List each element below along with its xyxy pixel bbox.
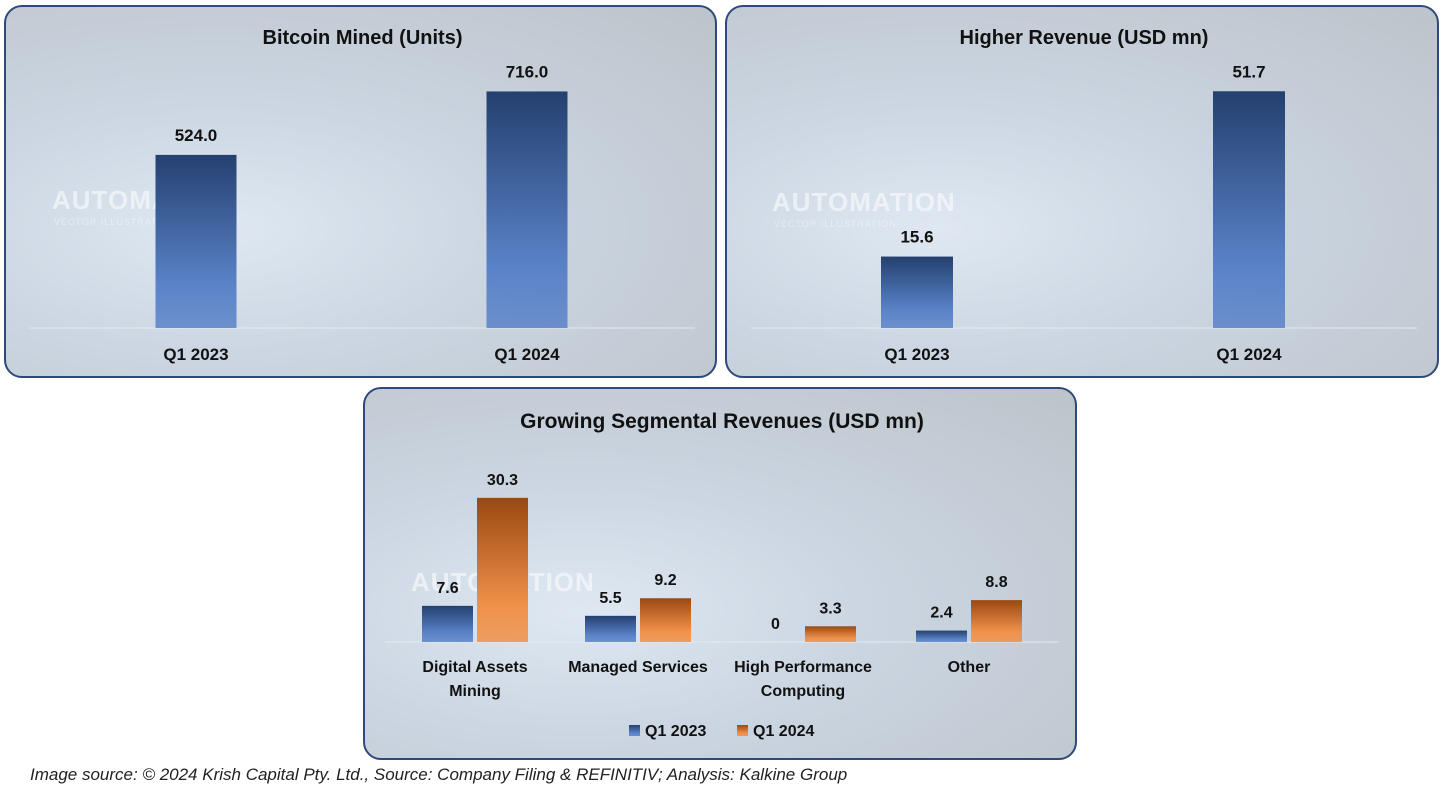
data-label: 15.6 [900,228,933,247]
data-label: 51.7 [1232,62,1265,81]
chart-panel-bitcoin-mined: AUTOMATION VECTOR ILLUSTRATION Bitcoin M… [4,5,717,378]
legend-swatch-q1-2024 [737,725,748,736]
x-tick-label: Other [948,659,991,676]
bar-q1-2024 [805,626,856,642]
data-label: 5.5 [599,590,621,607]
chart-title: Growing Segmental Revenues (USD mn) [520,410,924,433]
chart-higher-revenue: Higher Revenue (USD mn) 15.6 Q1 2023 51.7 Q1… [751,27,1417,364]
bar-q1-2023 [155,154,237,328]
bar-q1-2023 [916,630,967,642]
chart-title: Higher Revenue (USD mn) [960,27,1209,49]
bar-q1-2023 [422,605,473,642]
bar-q1-2024 [486,91,568,328]
legend-label: Q1 2024 [753,723,814,740]
bar-q1-2024 [1213,91,1285,328]
bar-q1-2023 [881,256,953,328]
chart-segmental-revenues: Growing Segmental Revenues (USD mn) 7.6 5.… [385,410,1059,740]
x-tick-label: Managed Services [568,659,708,676]
data-label: 9.2 [654,572,676,589]
data-label: 3.3 [819,600,841,617]
watermark-subtitle: VECTOR ILLUSTRATION [54,217,177,227]
chart-bitcoin-mined: Bitcoin Mined (Units) 524.0 Q1 2023 716.0 Q1… [30,27,695,364]
data-label: 716.0 [506,62,549,81]
x-tick-label: Q1 2023 [884,345,949,364]
data-label: 8.8 [985,574,1007,591]
bar-q1-2024 [971,600,1022,642]
x-tick-label: Computing [761,683,845,700]
bar-q1-2024 [640,598,691,642]
x-tick-label: Digital Assets [422,659,527,676]
chart-panel-higher-revenue: AUTOMATION VECTOR ILLUSTRATION Higher Re… [725,5,1439,378]
data-label: 524.0 [175,126,218,145]
x-tick-label: Q1 2024 [1216,345,1282,364]
chart-panel-segmental-revenues: AUTOMATION Growing Segmental Revenues (U… [363,387,1077,760]
x-tick-label: Mining [449,683,501,700]
data-label: 2.4 [930,605,952,622]
source-footnote: Image source: © 2024 Krish Capital Pty. … [30,765,848,784]
bar-q1-2024 [477,497,528,642]
data-label: 30.3 [487,472,518,489]
x-tick-label: Q1 2023 [163,345,228,364]
data-label: 7.6 [436,580,458,597]
legend-swatch-q1-2023 [629,725,640,736]
bar-q1-2023 [585,615,636,642]
x-tick-label: High Performance [734,659,872,676]
chart-title: Bitcoin Mined (Units) [263,27,463,49]
x-tick-label: Q1 2024 [494,345,560,364]
legend-label: Q1 2023 [645,723,706,740]
watermark-text: AUTOMATION [772,187,956,217]
watermark-subtitle: VECTOR ILLUSTRATION [774,219,897,229]
data-label: 0 [771,616,780,633]
